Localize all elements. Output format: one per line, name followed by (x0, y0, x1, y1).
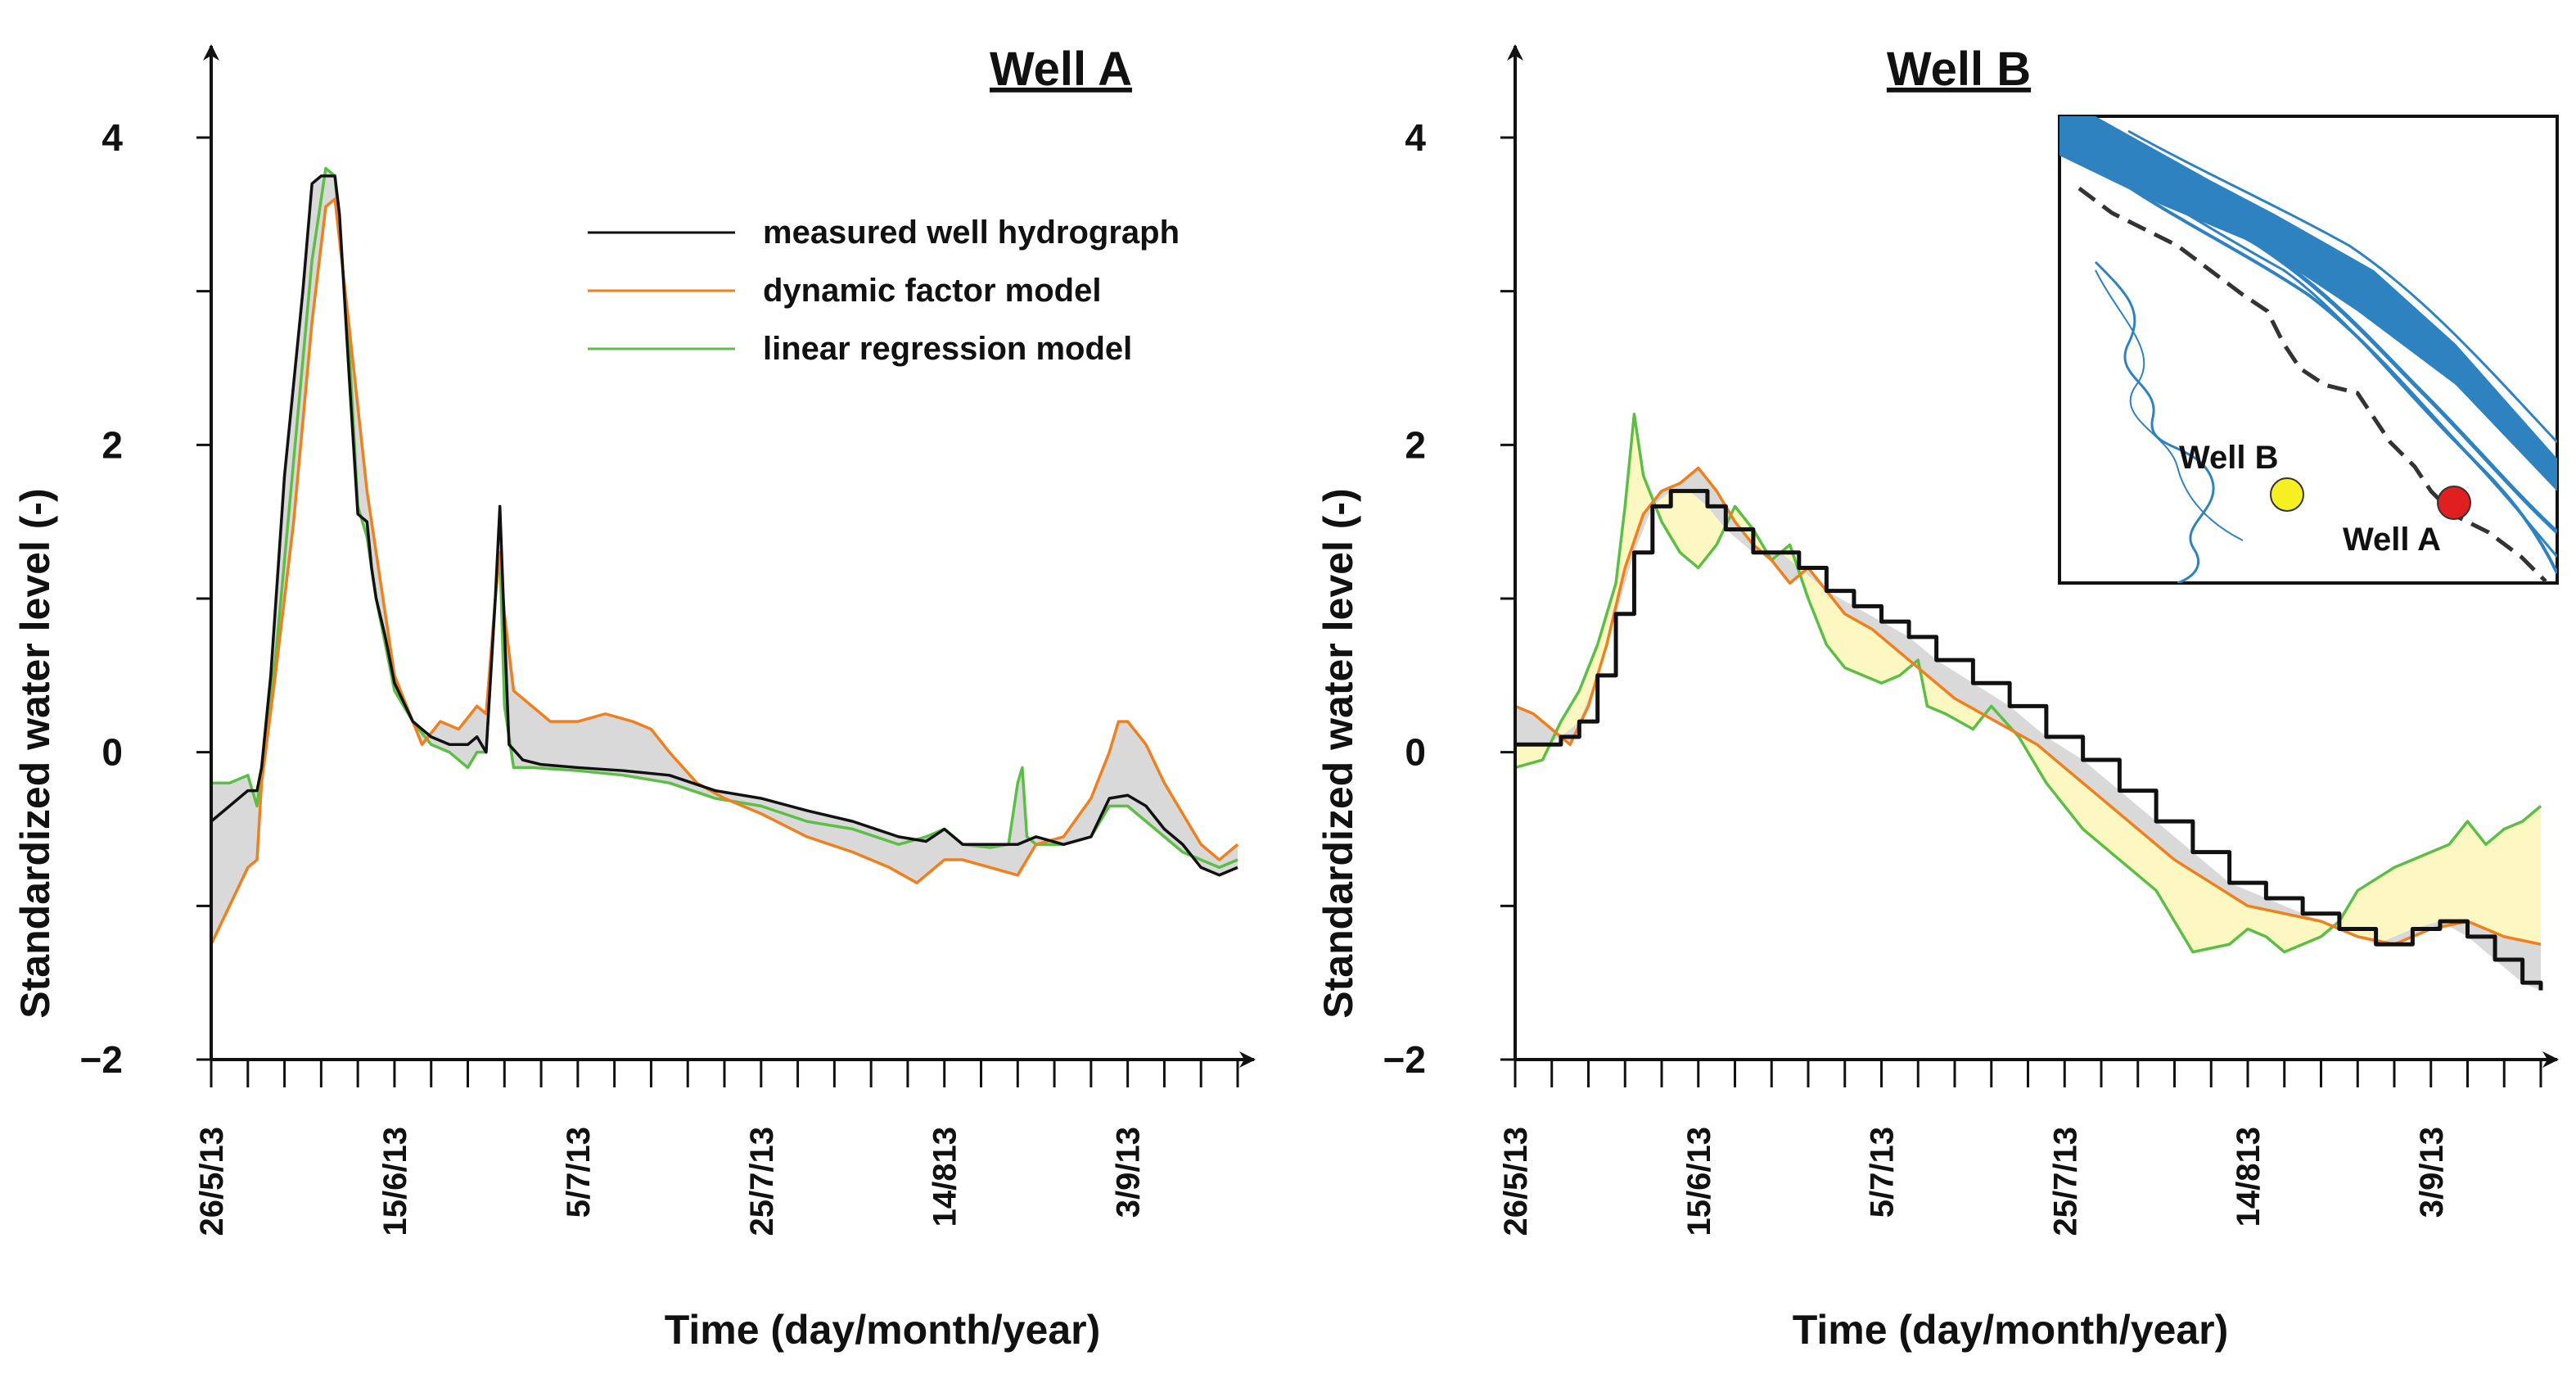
x-tick-label: 25/7/13 (744, 1127, 780, 1236)
x-tick-label: 14/813 (2231, 1127, 2267, 1227)
well-a-marker (2437, 486, 2471, 520)
inset-map: Well B Well A (2058, 115, 2559, 585)
series-group (210, 166, 1239, 946)
series-line-dynamic-factor-model (1514, 466, 2542, 946)
series-group (1514, 413, 2543, 991)
chart-well-a: Well A −2 0 2 4 26/5/13 15/6/13 5/7/13 25/7/13 1… (12, 43, 1256, 1353)
x-tick-label: 3/9/13 (1111, 1127, 1147, 1218)
tributary (2094, 260, 2215, 583)
axes (1507, 44, 2559, 1068)
x-tick-label: 5/7/13 (561, 1127, 597, 1218)
y-tick-label: −2 (1383, 1038, 1426, 1081)
fill-measured-vs-dynamic (1515, 468, 2541, 991)
legend: measured well hydrograph dynamic factor … (588, 215, 1180, 367)
x-axis-label: Time (day/month/year) (665, 1307, 1101, 1353)
x-tick-label: 26/5/13 (194, 1127, 230, 1236)
x-tick-label: 3/9/13 (2414, 1127, 2450, 1218)
tributary (2095, 269, 2244, 541)
x-tick-label: 15/6/13 (1681, 1127, 1717, 1236)
y-axis-label: Standardized water level (-) (12, 488, 58, 1018)
y-tick-label: 4 (102, 116, 123, 159)
ticks: −2 0 2 4 26/5/13 15/6/13 5/7/13 25/7/13 14/813 3/… (1383, 116, 2542, 1236)
chart-well-b: Well B −2 0 2 4 26/5/13 15/6/13 5/7/13 25/7/13 1… (1315, 43, 2559, 1353)
legend-label-linear-regression: linear regression model (763, 331, 1132, 367)
y-tick-label: 4 (1405, 116, 1426, 159)
well-b-marker (2270, 477, 2304, 512)
x-tick-label: 26/5/13 (1498, 1127, 1534, 1236)
y-tick-label: 2 (102, 423, 123, 466)
y-axis-label: Standardized water level (-) (1315, 488, 1361, 1018)
legend-label-dynamic-factor: dynamic factor model (763, 273, 1101, 309)
series-line-measured-well-hydrograph (1515, 489, 2543, 991)
axes (203, 44, 1256, 1068)
x-tick-label: 5/7/13 (1865, 1127, 1901, 1218)
chart-title: Well B (1887, 43, 2031, 96)
series-line-measured-well-hydrograph (210, 174, 1238, 877)
y-tick-label: 0 (102, 731, 123, 774)
well-b-label: Well B (2179, 440, 2279, 476)
legend-label-measured: measured well hydrograph (763, 215, 1180, 251)
ticks: −2 0 2 4 26/5/13 15/6/13 5/7/13 25/7/13 14/813 3/… (80, 116, 1239, 1236)
river-channel (2127, 129, 2557, 444)
x-axis-label: Time (day/month/year) (1793, 1307, 2229, 1353)
x-tick-label: 14/813 (927, 1127, 963, 1227)
y-tick-label: 2 (1405, 423, 1426, 466)
y-tick-label: −2 (80, 1038, 123, 1081)
y-tick-label: 0 (1405, 731, 1426, 774)
chart-title: Well A (990, 43, 1132, 96)
series-line-linear-regression-model (1514, 413, 2542, 954)
x-tick-label: 15/6/13 (377, 1127, 413, 1236)
x-tick-label: 25/7/13 (2047, 1127, 2083, 1236)
river-channel (2094, 162, 2557, 574)
series-line-dynamic-factor-model (210, 197, 1239, 946)
well-a-label: Well A (2343, 522, 2441, 558)
